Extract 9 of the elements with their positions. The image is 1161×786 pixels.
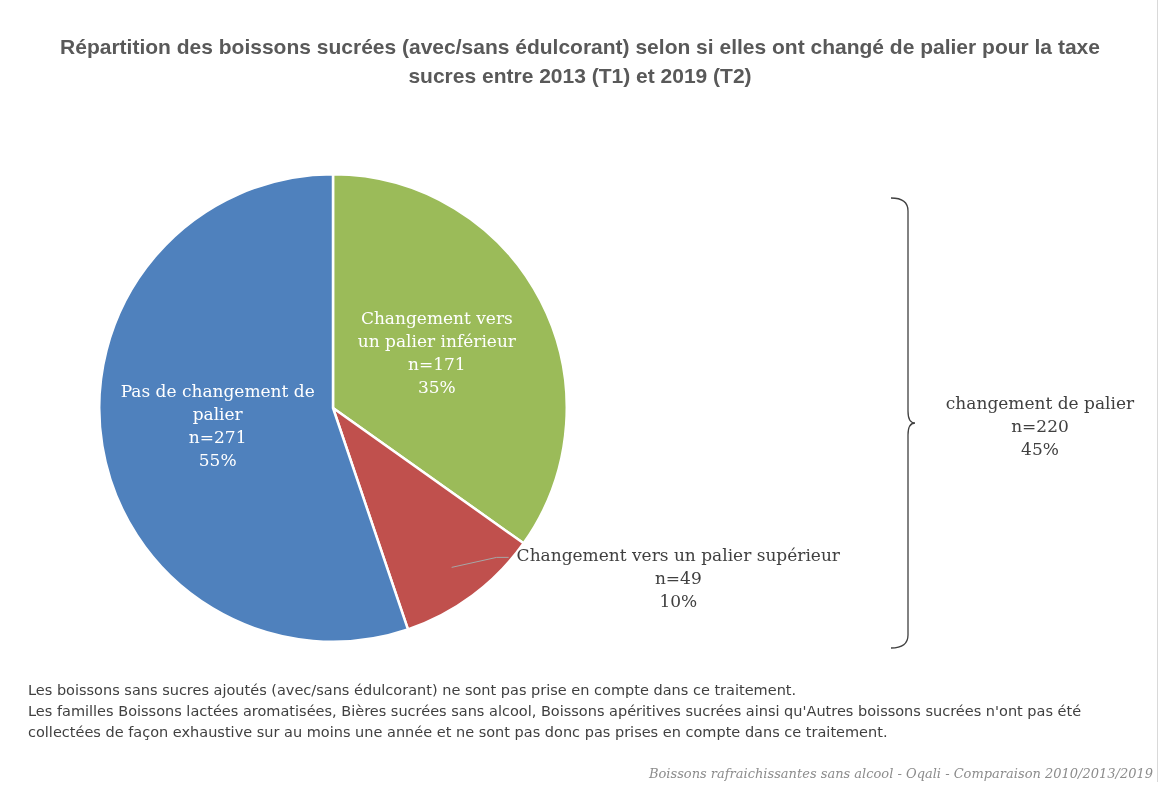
text: Boissons rafraichissantes sans alcool - Oqali - Comparaison 2010/2013/2019 <box>648 766 1153 781</box>
chart-title: Répartition des boissons sucrées (avec/sans édulcorant) selon si elles ont changé de palier pour la taxe sucres entre 2013 (T1) et 2019 (T2) <box>60 34 1100 89</box>
data-label: n=49 10% <box>654 567 702 611</box>
text: Les familles Boissons lactées aromatisées, Bières sucrées sans alcool, Boissons apéritives sucrées ainsi qu'Autres boissons sucrées n'ont pas été collectées de façon exhaustive sur au moins une année et ne sont pas donc pas prises en compte dans ce traitement. <box>28 702 1083 742</box>
text: changement de palier n=220 45% <box>944 392 1136 461</box>
slice-label: Changement vers un palier supérieur <box>516 544 841 565</box>
text: Les boissons sans sucres ajoutés (avec/sans édulcorant) ne sont pas prise en compte dans ce traitement. <box>28 681 798 700</box>
data-label: n=171 35% <box>408 354 466 398</box>
data-label: n=271 55% <box>188 426 247 470</box>
